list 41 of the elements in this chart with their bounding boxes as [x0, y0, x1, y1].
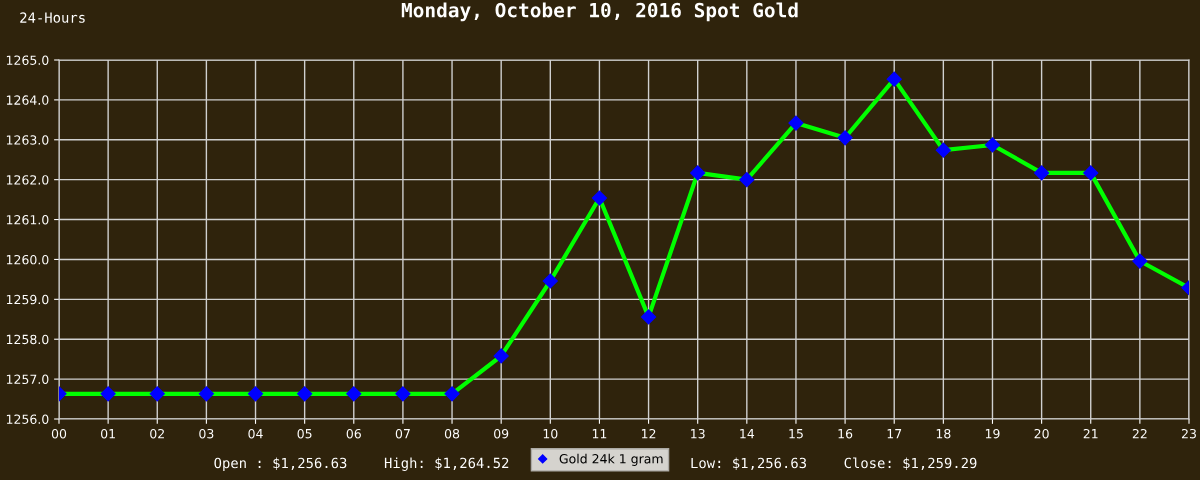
text: Low: $1,256.63 — [691, 457, 807, 471]
y-tick-label: 1263.0 — [6, 135, 49, 145]
y-tick-label: 1264.0 — [6, 95, 49, 105]
x-tick-label: 19 — [985, 428, 1000, 439]
x-tick-label: 23 — [1181, 428, 1196, 439]
x-tick-label: 17 — [887, 429, 902, 439]
x-tick-label: 07 — [395, 428, 410, 439]
y-tick-label: 1260.0 — [6, 254, 49, 265]
x-tick-label: 11 — [592, 429, 607, 439]
x-tick-label: 02 — [150, 428, 164, 439]
x-tick-label: 21 — [1083, 428, 1098, 439]
y-tick-label: 1257.0 — [6, 374, 49, 385]
x-tick-label: 13 — [691, 428, 705, 439]
x-tick-label: 00 — [51, 428, 67, 439]
x-tick-label: 20 — [1034, 428, 1049, 439]
x-tick-label: 12 — [641, 428, 656, 439]
y-tick-label: 1259.0 — [6, 294, 49, 305]
text: Close: $1,259.29 — [844, 457, 977, 471]
y-tick-label: 1256.0 — [6, 414, 49, 424]
y-tick-label: 1261.0 — [6, 215, 49, 225]
text: High: $1,264.52 — [384, 457, 509, 471]
text: 24-Hours — [20, 12, 85, 23]
x-tick-label: 22 — [1132, 428, 1147, 439]
y-tick-label: 1258.0 — [6, 334, 49, 345]
x-tick-label: 01 — [101, 428, 115, 439]
x-tick-label: 10 — [543, 428, 558, 439]
x-tick-label: 05 — [297, 428, 312, 439]
x-tick-label: 18 — [936, 428, 951, 439]
x-tick-label: 06 — [346, 428, 361, 439]
x-tick-label: 14 — [740, 429, 755, 439]
y-tick-label: 1265.0 — [6, 55, 49, 65]
x-tick-label: 16 — [838, 428, 853, 439]
x-tick-label: 09 — [494, 428, 509, 439]
y-tick-label: 1262.0 — [6, 175, 49, 185]
legend-label: Gold 24k 1 gram — [559, 453, 663, 466]
text: Open : $1,256.63 — [214, 457, 347, 471]
chart-title: Monday, October 10, 2016 Spot Gold — [401, 2, 798, 22]
x-tick-label: 03 — [199, 428, 214, 439]
x-tick-label: 15 — [789, 429, 803, 439]
x-tick-label: 04 — [248, 428, 263, 439]
x-tick-label: 08 — [444, 428, 460, 439]
